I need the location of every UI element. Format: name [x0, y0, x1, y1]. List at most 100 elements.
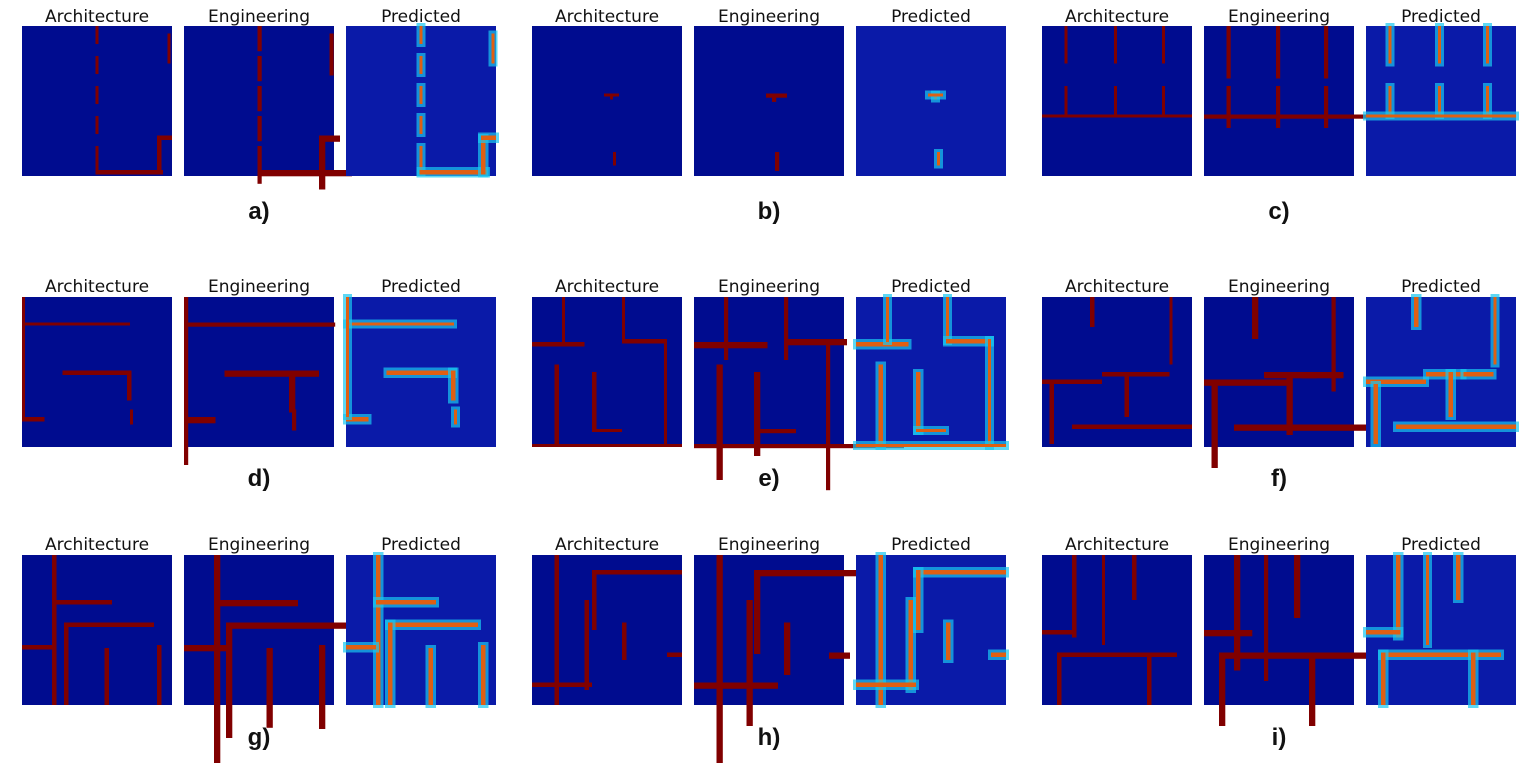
- wall: [1169, 297, 1173, 365]
- prediction-core: [908, 600, 913, 690]
- prediction-core: [916, 570, 921, 630]
- wall: [1211, 384, 1218, 468]
- wall: [784, 297, 789, 360]
- prediction-core: [856, 682, 916, 687]
- wall: [1264, 555, 1269, 681]
- wall: [532, 682, 592, 687]
- wall: [451, 370, 456, 401]
- subfigure-label: e): [758, 465, 779, 492]
- wall: [127, 370, 132, 401]
- figure-group: Architecture Engineering Predicted g): [22, 535, 496, 763]
- wall: [716, 555, 723, 763]
- wall: [1396, 424, 1516, 429]
- prediction-core: [1448, 372, 1453, 417]
- prediction-core: [916, 570, 1006, 575]
- wall: [22, 645, 52, 650]
- figure-group: Architecture Engineering Predicted e): [532, 277, 1009, 492]
- wall: [886, 297, 889, 342]
- panel-title: Architecture: [45, 535, 149, 555]
- wall: [184, 322, 336, 327]
- prediction-core: [428, 648, 433, 705]
- wall: [1286, 372, 1293, 435]
- wall: [592, 429, 622, 432]
- panel-title: Engineering: [1228, 7, 1330, 27]
- panel-title: Architecture: [555, 277, 659, 297]
- prediction-core: [886, 297, 889, 342]
- wall: [1102, 372, 1140, 377]
- wall: [1072, 424, 1192, 429]
- wall: [856, 444, 1006, 447]
- wall: [52, 555, 57, 705]
- heatmap: [22, 555, 172, 705]
- prediction-core: [388, 622, 393, 705]
- wall: [481, 645, 486, 705]
- wall: [491, 33, 495, 64]
- wall: [257, 26, 262, 52]
- wall: [532, 342, 585, 347]
- prediction-core: [451, 370, 456, 401]
- panel-title: Architecture: [45, 277, 149, 297]
- prediction-core: [376, 555, 381, 705]
- wall: [346, 645, 376, 650]
- subfigure-label: d): [248, 465, 271, 492]
- prediction-core: [1396, 424, 1516, 429]
- panel-title: Engineering: [208, 7, 310, 27]
- wall: [1448, 372, 1453, 417]
- wall: [775, 152, 780, 171]
- wall: [214, 555, 221, 763]
- prediction-core: [1366, 114, 1516, 118]
- wall: [856, 682, 916, 687]
- wall: [1124, 372, 1129, 417]
- prediction-core: [1414, 297, 1419, 327]
- wall: [157, 135, 172, 140]
- prediction-core: [419, 86, 423, 104]
- wall: [130, 409, 133, 425]
- prediction-core: [419, 146, 423, 173]
- prediction-core: [1426, 555, 1429, 645]
- subfigure-label: i): [1272, 724, 1287, 751]
- wall: [1090, 297, 1095, 327]
- wall: [1426, 372, 1464, 377]
- wall: [1226, 86, 1231, 128]
- wall: [784, 339, 847, 346]
- wall: [346, 322, 454, 326]
- wall: [1204, 114, 1414, 119]
- prediction-core: [346, 417, 369, 422]
- prediction-core: [481, 645, 486, 705]
- wall: [664, 339, 667, 447]
- prediction-core: [1388, 86, 1392, 116]
- prediction-core: [1373, 384, 1378, 444]
- wall: [388, 622, 478, 627]
- prediction-core: [1456, 555, 1461, 600]
- prediction-core: [1463, 372, 1494, 377]
- wall: [257, 116, 262, 142]
- wall: [95, 170, 163, 175]
- wall: [257, 86, 262, 112]
- wall: [584, 600, 589, 690]
- wall: [622, 622, 627, 660]
- wall: [724, 297, 729, 360]
- prediction-core: [388, 622, 478, 627]
- wall: [1381, 652, 1386, 705]
- subfigure-label: h): [758, 724, 781, 751]
- figure-group: Architecture Engineering Predicted i): [1042, 535, 1516, 751]
- prediction-core: [856, 342, 909, 347]
- wall: [1162, 86, 1165, 116]
- wall: [946, 622, 951, 660]
- panel-title: Engineering: [208, 535, 310, 555]
- wall: [1438, 86, 1441, 116]
- wall: [1324, 26, 1329, 79]
- panel-title: Predicted: [381, 7, 461, 27]
- wall: [52, 600, 112, 605]
- wall: [826, 339, 831, 491]
- panel-title: Engineering: [208, 277, 310, 297]
- wall: [1219, 652, 1387, 659]
- wall: [1042, 379, 1102, 384]
- wall: [622, 339, 667, 344]
- prediction-core: [1438, 26, 1441, 64]
- prediction-core: [1366, 630, 1401, 635]
- prediction-core: [878, 364, 883, 447]
- prediction-core: [937, 152, 940, 166]
- prediction-core: [346, 322, 454, 326]
